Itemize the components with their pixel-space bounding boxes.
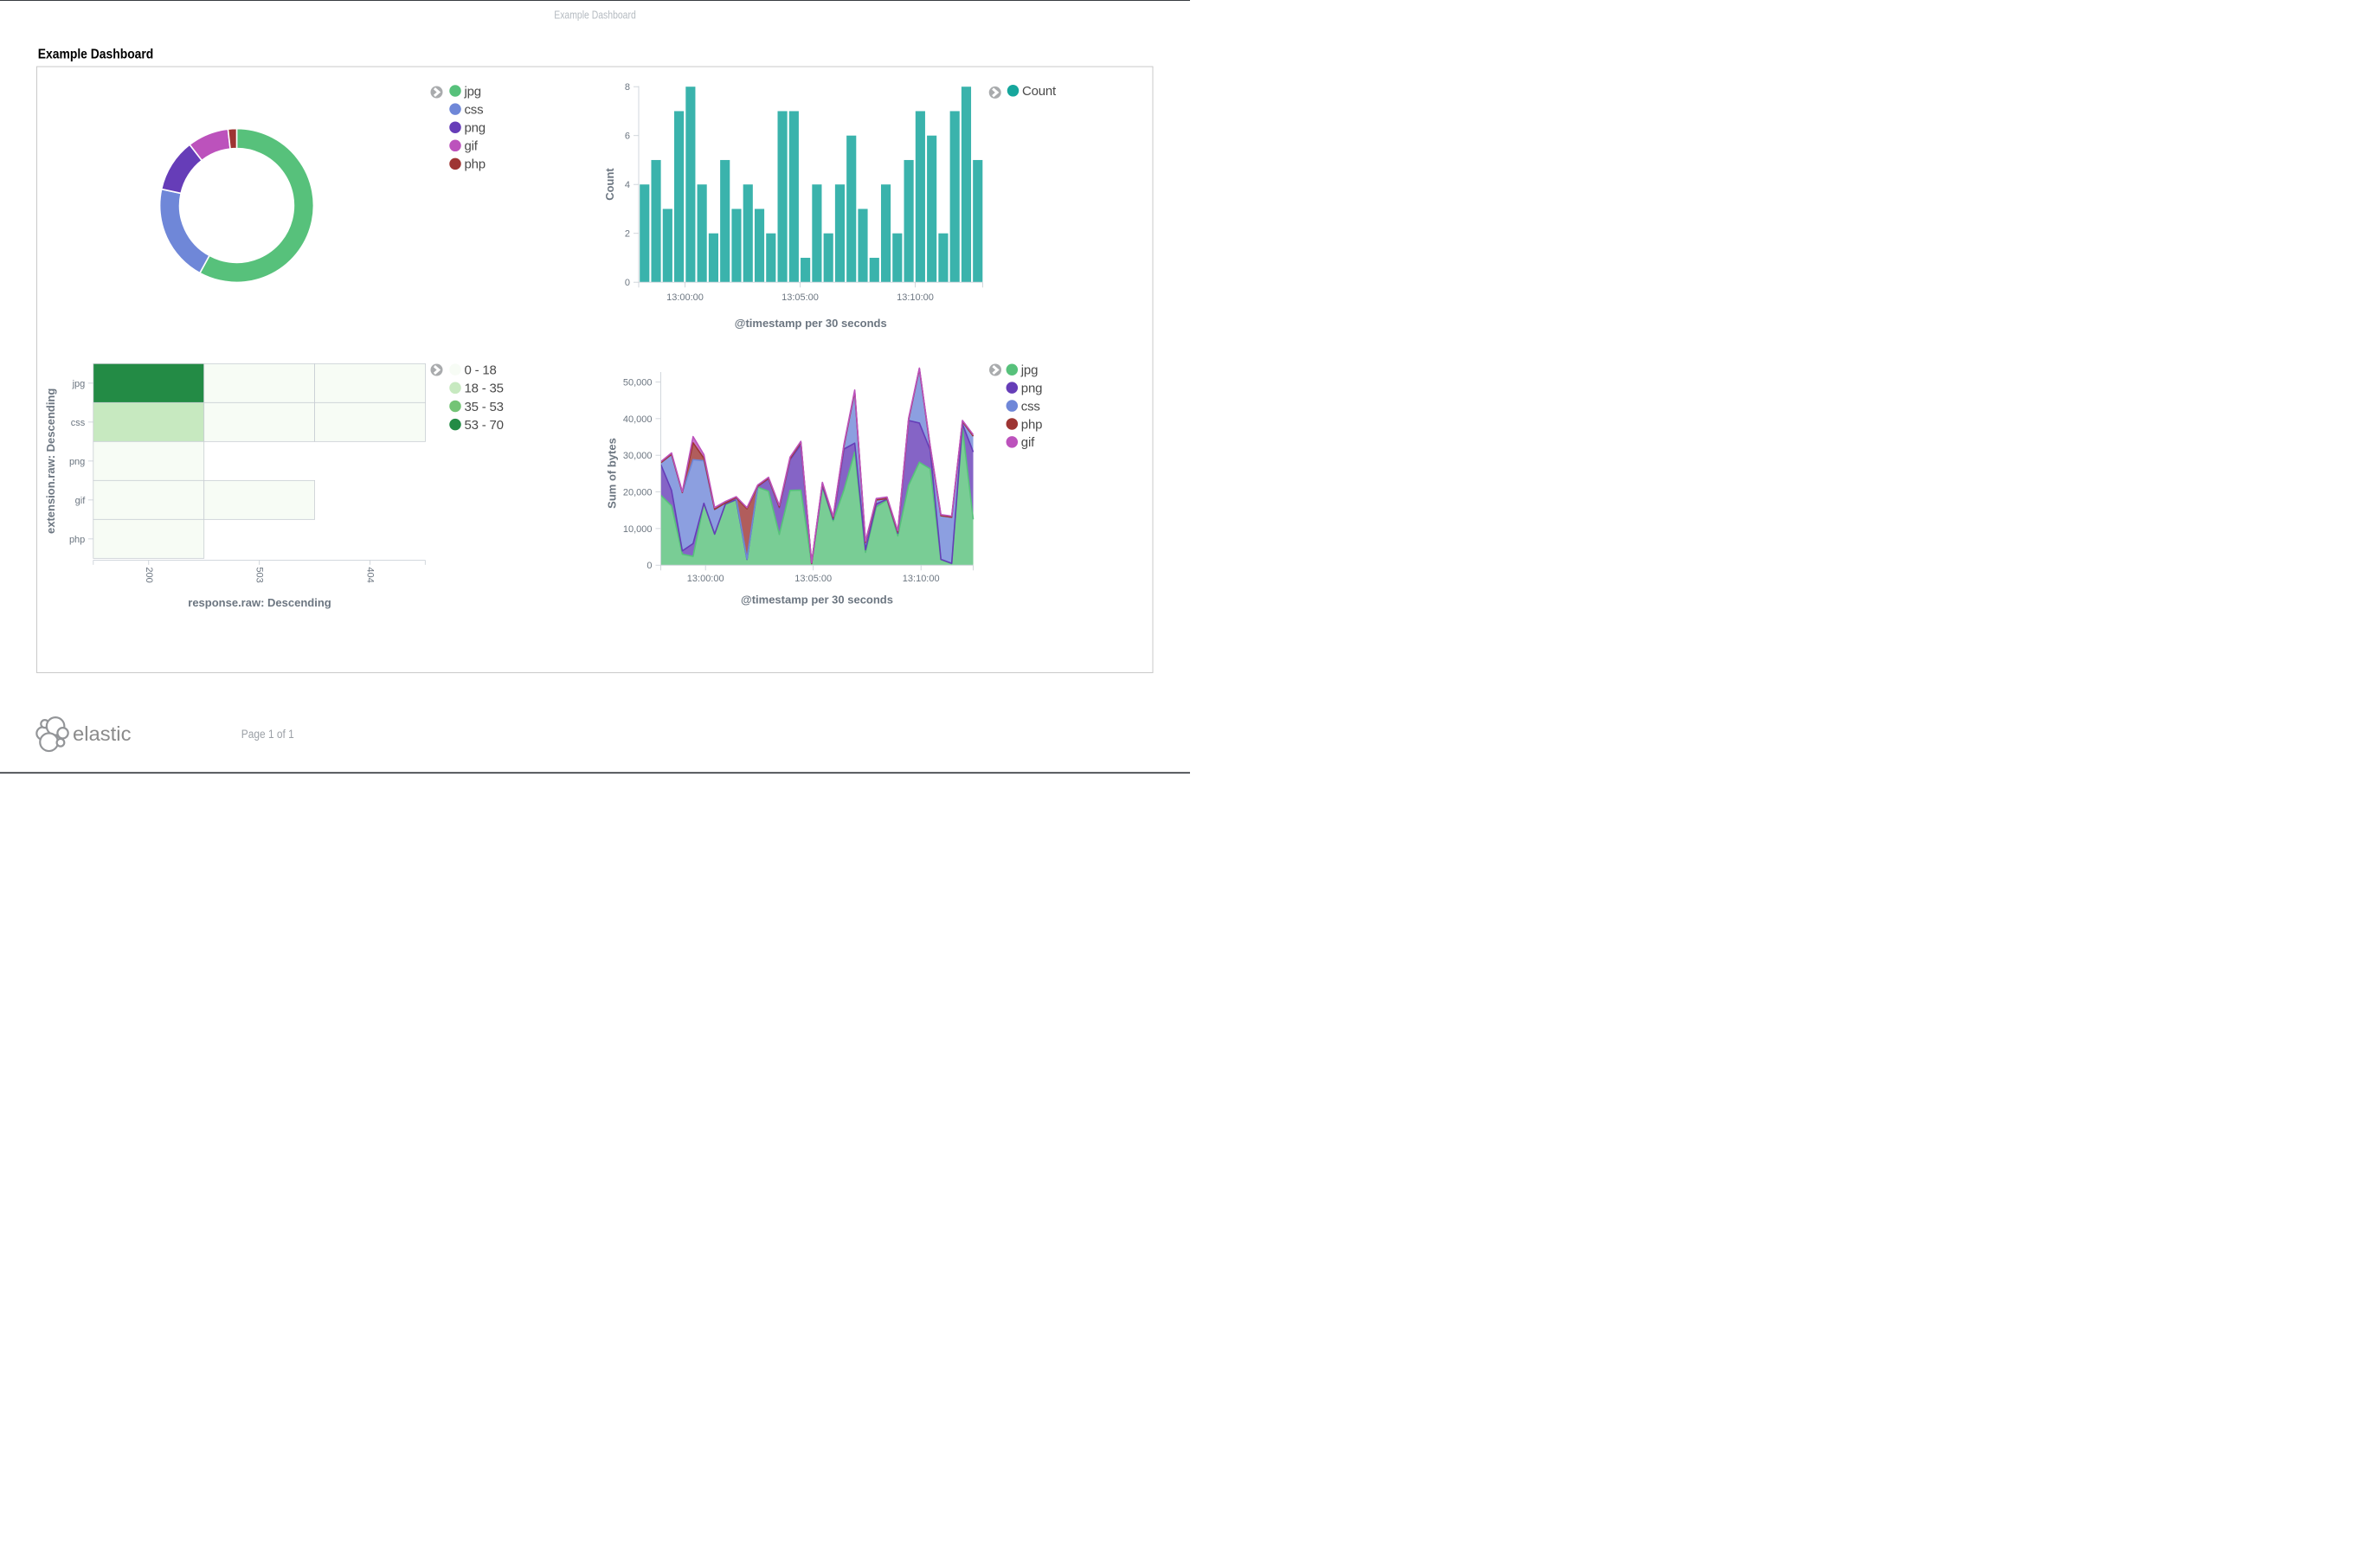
svg-text:css: css [1021, 399, 1040, 414]
svg-text:20,000: 20,000 [623, 487, 653, 497]
svg-text:png: png [1021, 381, 1042, 395]
svg-text:jpg: jpg [1020, 363, 1038, 378]
svg-text:10,000: 10,000 [623, 524, 653, 535]
svg-text:8: 8 [625, 82, 630, 93]
svg-text:php: php [69, 535, 85, 545]
svg-text:53 - 70: 53 - 70 [465, 418, 504, 433]
svg-text:404: 404 [365, 567, 376, 582]
svg-text:13:10:00: 13:10:00 [897, 292, 934, 303]
svg-text:13:00:00: 13:00:00 [666, 292, 704, 303]
svg-text:php: php [1021, 417, 1042, 432]
svg-text:css: css [465, 102, 484, 117]
svg-text:jpg: jpg [464, 84, 481, 99]
svg-text:0: 0 [625, 278, 630, 288]
svg-text:200: 200 [144, 567, 154, 582]
svg-text:@timestamp per 30 seconds: @timestamp per 30 seconds [741, 594, 893, 607]
svg-text:503: 503 [254, 567, 265, 582]
svg-text:Page 1 of 1: Page 1 of 1 [241, 728, 294, 741]
svg-text:Sum of bytes: Sum of bytes [606, 438, 619, 509]
svg-text:Example Dashboard: Example Dashboard [38, 47, 154, 61]
svg-text:elastic: elastic [73, 722, 132, 745]
svg-text:php: php [465, 157, 486, 172]
svg-text:50,000: 50,000 [623, 377, 653, 388]
svg-text:18 - 35: 18 - 35 [465, 382, 504, 396]
svg-text:13:00:00: 13:00:00 [687, 574, 724, 584]
svg-text:35 - 53: 35 - 53 [465, 400, 504, 414]
svg-text:0 - 18: 0 - 18 [465, 363, 497, 377]
svg-text:30,000: 30,000 [623, 451, 653, 461]
svg-text:13:05:00: 13:05:00 [782, 292, 819, 303]
svg-text:0: 0 [646, 561, 652, 571]
svg-text:13:10:00: 13:10:00 [903, 574, 940, 584]
svg-text:Example Dashboard: Example Dashboard [554, 9, 636, 22]
svg-text:4: 4 [625, 180, 630, 190]
svg-text:png: png [69, 457, 85, 467]
svg-text:Count: Count [603, 168, 616, 201]
svg-text:Count: Count [1022, 84, 1057, 99]
svg-text:extension.raw: Descending: extension.raw: Descending [44, 388, 57, 534]
svg-text:css: css [71, 418, 86, 428]
svg-text:40,000: 40,000 [623, 414, 653, 425]
svg-text:6: 6 [625, 132, 630, 142]
svg-text:jpg: jpg [72, 379, 86, 389]
svg-text:gif: gif [75, 496, 87, 506]
svg-text:13:05:00: 13:05:00 [794, 574, 832, 584]
svg-text:2: 2 [625, 229, 630, 240]
svg-text:gif: gif [1021, 435, 1035, 450]
svg-text:response.raw: Descending: response.raw: Descending [188, 596, 331, 609]
svg-text:@timestamp per 30 seconds: @timestamp per 30 seconds [735, 317, 887, 330]
svg-text:gif: gif [465, 139, 479, 154]
svg-text:png: png [465, 121, 486, 136]
